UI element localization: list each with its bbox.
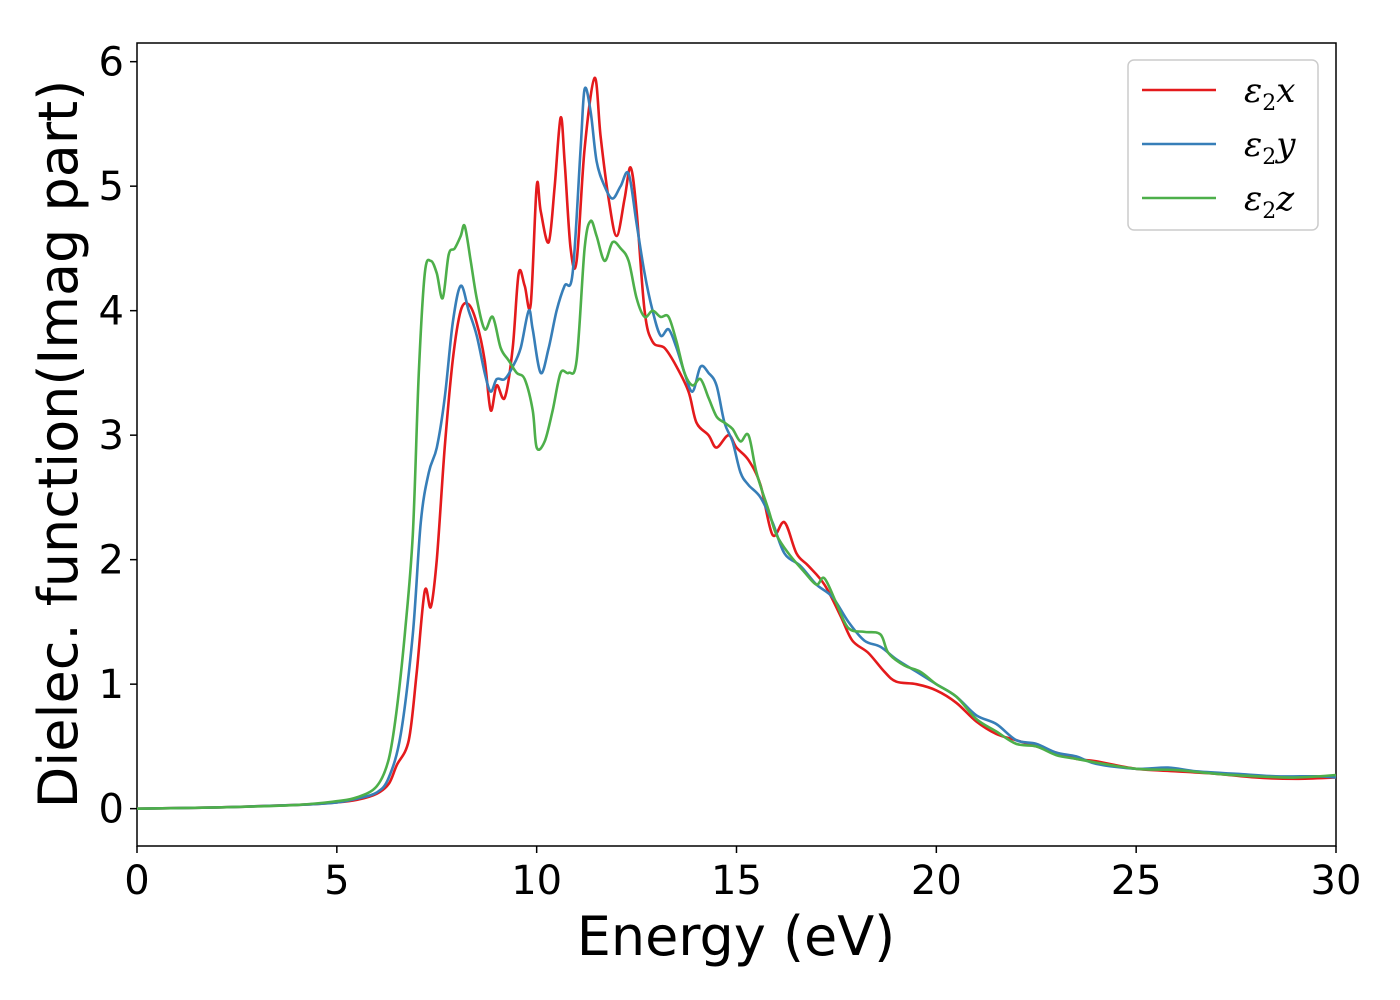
legend-box [1127, 59, 1319, 231]
x-axis-label: Energy (eV) [577, 905, 896, 968]
x-tick-label: 15 [711, 858, 762, 904]
x-tick-label: 25 [1111, 858, 1162, 904]
y-tick-label: 4 [99, 289, 124, 335]
y-tick-label: 3 [99, 413, 124, 459]
series-lines [136, 76, 1337, 810]
y-tick-label: 0 [99, 787, 124, 833]
legend-label-y: ε2y [1244, 125, 1296, 170]
y-axis-label: Dielec. function(Imag part) [27, 80, 90, 809]
x-tick-label: 10 [511, 858, 562, 904]
y-tick-label: 6 [99, 40, 124, 86]
x-axis-ticks: 0 5 10 15 20 25 30 [124, 846, 1361, 904]
y-tick-label: 5 [99, 164, 124, 210]
x-tick-label: 30 [1311, 858, 1362, 904]
y-tick-label: 1 [99, 662, 124, 708]
x-tick-label: 5 [324, 858, 349, 904]
series-line-x [136, 76, 1337, 810]
x-tick-label: 0 [124, 858, 149, 904]
y-axis-ticks: 0 1 2 3 4 5 6 [99, 40, 137, 833]
x-tick-label: 20 [911, 858, 962, 904]
series-line-y [136, 86, 1337, 810]
series-line-z [136, 219, 1337, 810]
y-tick-label: 2 [99, 538, 124, 584]
